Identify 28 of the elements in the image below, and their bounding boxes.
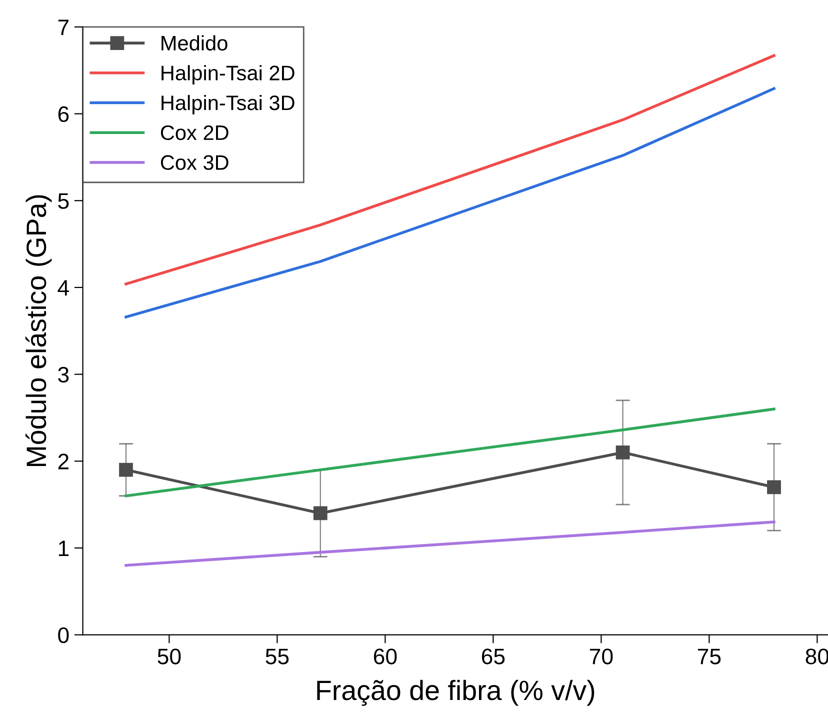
point [313,506,328,520]
y-tick-label: 3 [58,366,69,383]
line-series [124,520,776,567]
y-tick-label: 5 [58,193,69,209]
x-tick-label: 50 [158,648,181,664]
y-tick-label: 6 [58,106,69,122]
point [119,462,133,477]
legend-label: Cox 2D [160,125,228,140]
y-axis-title: Módulo elástico (GPa) [25,195,52,466]
y-tick-label: 1 [58,540,69,556]
line-series [124,87,776,318]
x-axis-title: Fração de fibra (% v/v) [317,680,594,706]
legend-label: Cox 3D [160,155,228,170]
x-tick-label: 60 [374,648,397,664]
x-tick-label: 70 [590,648,613,664]
x-tick-label: 55 [266,648,289,664]
y-tick-label: 0 [58,627,69,644]
legend-label: Halpin-Tsai 2D [162,65,294,85]
y-tick-label: 2 [58,454,68,470]
legend-label: Halpin-Tsai 3D [162,94,294,114]
x-tick-label: 75 [698,648,721,664]
y-tick-label: 7 [58,20,68,35]
y-tick-label: 4 [58,280,69,296]
point [767,480,781,494]
legend-label: Medido [162,35,228,51]
x-tick-label: 65 [482,648,505,664]
line-series [124,54,776,286]
line-series [124,408,776,498]
